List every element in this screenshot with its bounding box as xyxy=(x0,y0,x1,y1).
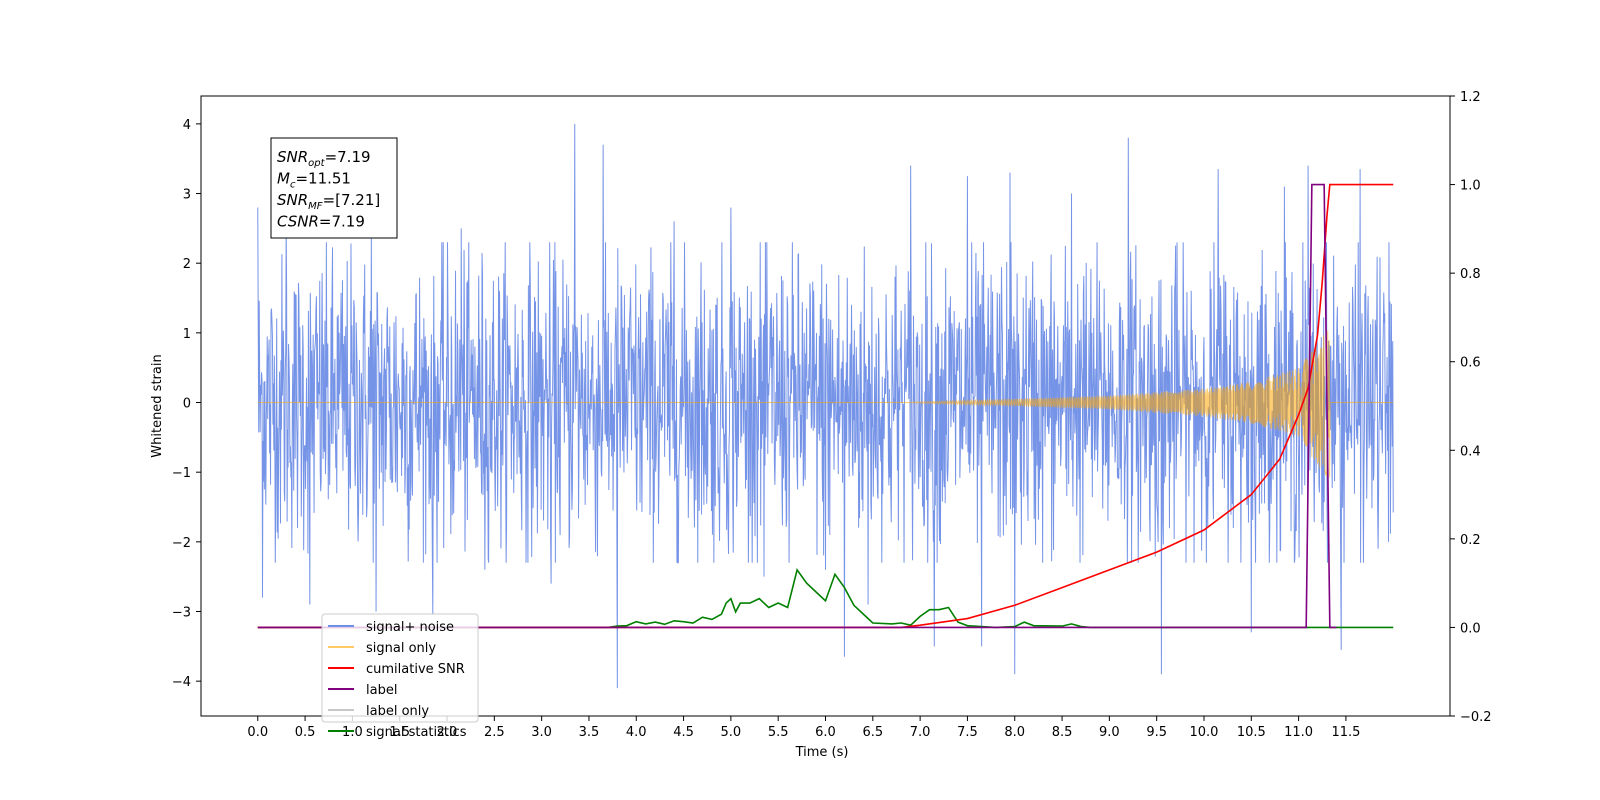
x-tick-label: 0.5 xyxy=(295,725,316,740)
x-tick-label: 7.5 xyxy=(957,725,978,740)
y2-tick-label: 1.0 xyxy=(1460,179,1481,194)
x-tick-label: 2.5 xyxy=(484,725,505,740)
legend-entry-label: label xyxy=(366,683,397,698)
y-tick-label: 4 xyxy=(183,118,191,133)
y-tick-label: −4 xyxy=(172,675,191,690)
legend-entry-label: signal+ noise xyxy=(366,620,454,635)
y2-tick-label: −0.2 xyxy=(1460,710,1492,725)
series-signal-noise-line xyxy=(257,123,1394,689)
y-tick-label: −2 xyxy=(172,536,191,551)
x-tick-label: 6.5 xyxy=(862,725,883,740)
x-tick-label: 11.5 xyxy=(1331,725,1360,740)
x-tick-label: 1.0 xyxy=(342,725,363,740)
x-tick-label: 5.5 xyxy=(768,725,789,740)
x-tick-label: 4.5 xyxy=(673,725,694,740)
y2-tick-label: 0.4 xyxy=(1460,444,1481,459)
y-tick-label: −3 xyxy=(172,606,191,621)
y2-tick-label: 0.0 xyxy=(1460,621,1481,636)
x-tick-label: 4.0 xyxy=(626,725,647,740)
x-tick-label: 3.5 xyxy=(579,725,600,740)
x-tick-label: 8.5 xyxy=(1052,725,1073,740)
legend-entry-label: label only xyxy=(366,704,429,719)
x-tick-label: 1.5 xyxy=(389,725,410,740)
x-tick-label: 9.0 xyxy=(1099,725,1120,740)
y-tick-label: −1 xyxy=(172,466,191,481)
series-label-line xyxy=(257,183,1337,629)
series-cumulative-snr-line xyxy=(257,183,1394,629)
x-tick-label: 10.0 xyxy=(1190,725,1219,740)
x-tick-label: 2.0 xyxy=(437,725,458,740)
legend-entry-label: cumilative SNR xyxy=(366,662,465,677)
x-tick-label: 9.5 xyxy=(1146,725,1167,740)
info-box-line: SNRopt=7.19 xyxy=(277,148,371,169)
x-tick-label: 0.0 xyxy=(247,725,268,740)
plot-area xyxy=(257,123,1394,689)
y-tick-label: 1 xyxy=(183,327,191,342)
legend-frame xyxy=(321,613,479,723)
legend: signal+ noise signal only cumilative SNR la… xyxy=(321,613,479,740)
y2-tick-label: 1.2 xyxy=(1460,90,1481,105)
y2-tick-label: 0.6 xyxy=(1460,356,1481,371)
x-tick-label: 5.0 xyxy=(721,725,742,740)
info-box-line: SNRMF=[7.21] xyxy=(277,191,380,212)
x-tick-label: 8.0 xyxy=(1004,725,1025,740)
y-axis-left: −4 −3 −2 −1 0 1 2 3 4 xyxy=(172,118,201,690)
series-signal-only-line xyxy=(257,330,1394,478)
y-axis-label: Whitened strain xyxy=(150,354,165,457)
y-axis-right: −0.2 0.0 0.2 0.4 0.6 0.8 1.0 1.2 xyxy=(1450,90,1492,725)
info-box-line: CSNR=7.19 xyxy=(277,213,365,231)
x-tick-label: 10.5 xyxy=(1237,725,1266,740)
legend-entry-label: signal statistics xyxy=(366,725,467,740)
x-tick-label: 6.0 xyxy=(815,725,836,740)
legend-entry-label: signal only xyxy=(366,641,436,656)
info-box-frame xyxy=(270,137,398,239)
x-axis: 0.0 0.5 1.0 1.5 2.0 2.5 3.0 3.5 4.0 4.5 5.0 5.5 6.0 6… xyxy=(247,716,1360,740)
y-tick-label: 2 xyxy=(183,257,191,272)
y-tick-label: 0 xyxy=(183,397,191,412)
x-axis-label: Time (s) xyxy=(795,745,849,760)
x-tick-label: 7.0 xyxy=(910,725,931,740)
y2-tick-label: 0.8 xyxy=(1460,267,1481,282)
y2-tick-label: 0.2 xyxy=(1460,533,1481,548)
x-tick-label: 11.0 xyxy=(1284,725,1313,740)
info-box-line: Mc=11.51 xyxy=(277,170,351,191)
y-tick-label: 3 xyxy=(183,188,191,203)
series-layer xyxy=(257,123,1394,689)
x-tick-label: 3.0 xyxy=(531,725,552,740)
